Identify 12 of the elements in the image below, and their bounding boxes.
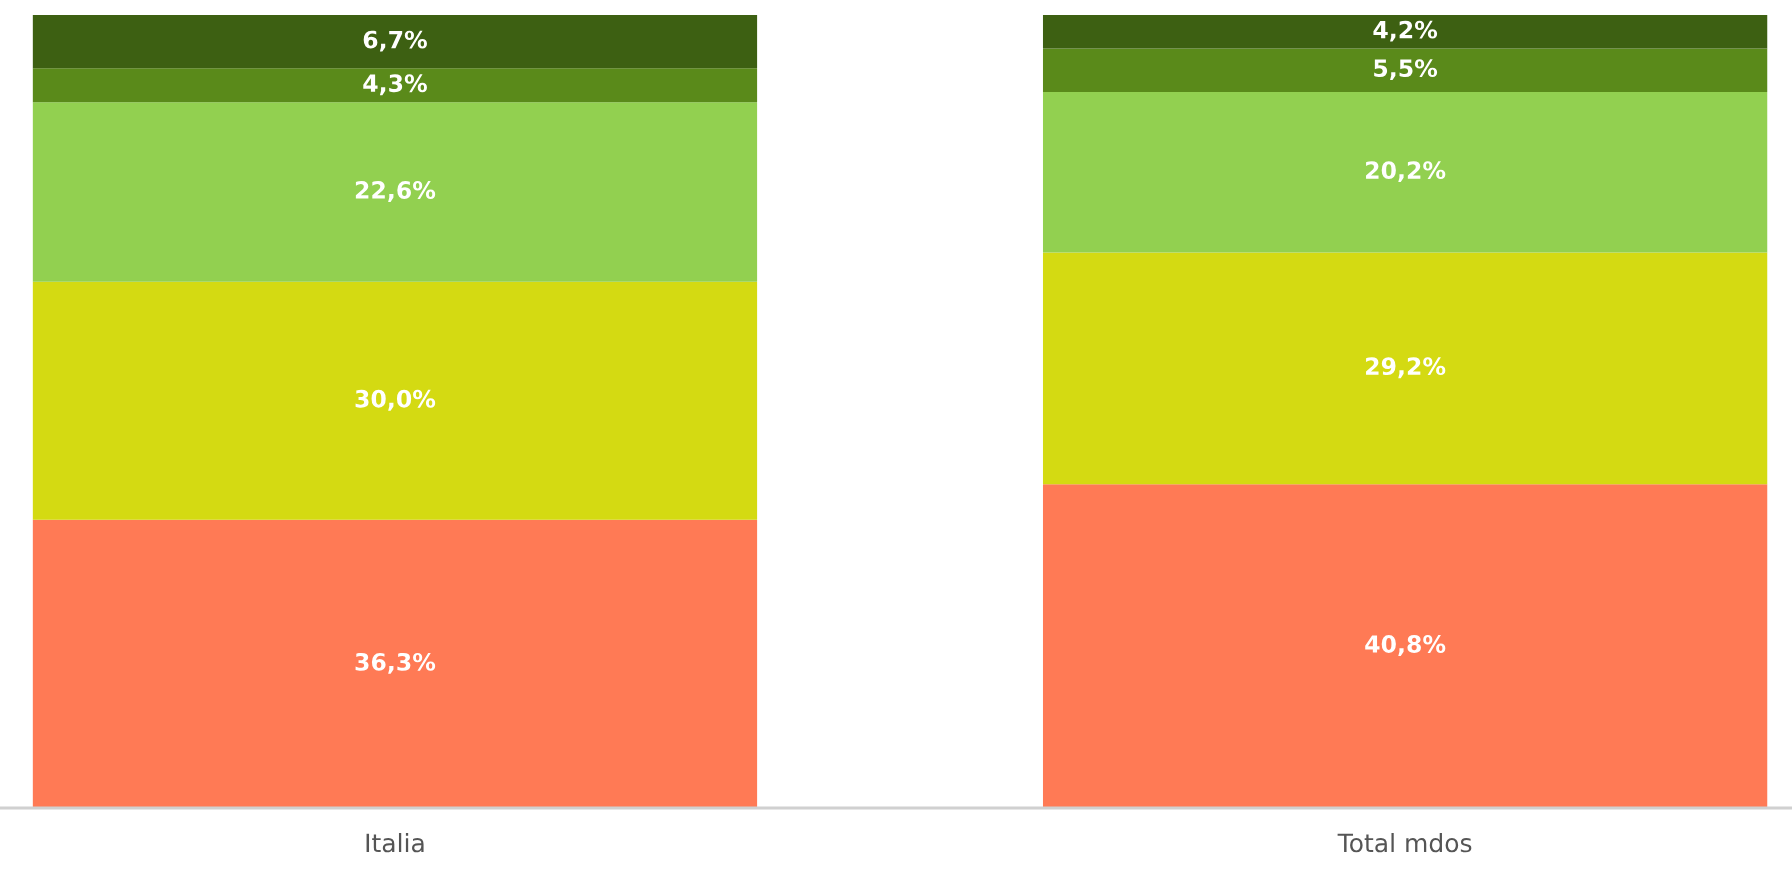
data-label: 4,2%: [1373, 20, 1438, 42]
data-label: 36,3%: [355, 652, 436, 674]
data-label: 22,6%: [355, 181, 436, 202]
data-label: 29,2%: [1366, 357, 1446, 379]
x-tick-label: Italia: [366, 833, 424, 853]
data-label: 4,3%: [363, 74, 427, 96]
data-label: 5,5%: [1374, 59, 1438, 81]
x-tick-label: Total mdos: [1337, 833, 1472, 853]
data-label: 40,8%: [1365, 635, 1446, 656]
data-label: 20,2%: [1366, 161, 1446, 183]
data-label: 30,0%: [355, 389, 436, 411]
data-label: 6,7%: [363, 30, 427, 52]
